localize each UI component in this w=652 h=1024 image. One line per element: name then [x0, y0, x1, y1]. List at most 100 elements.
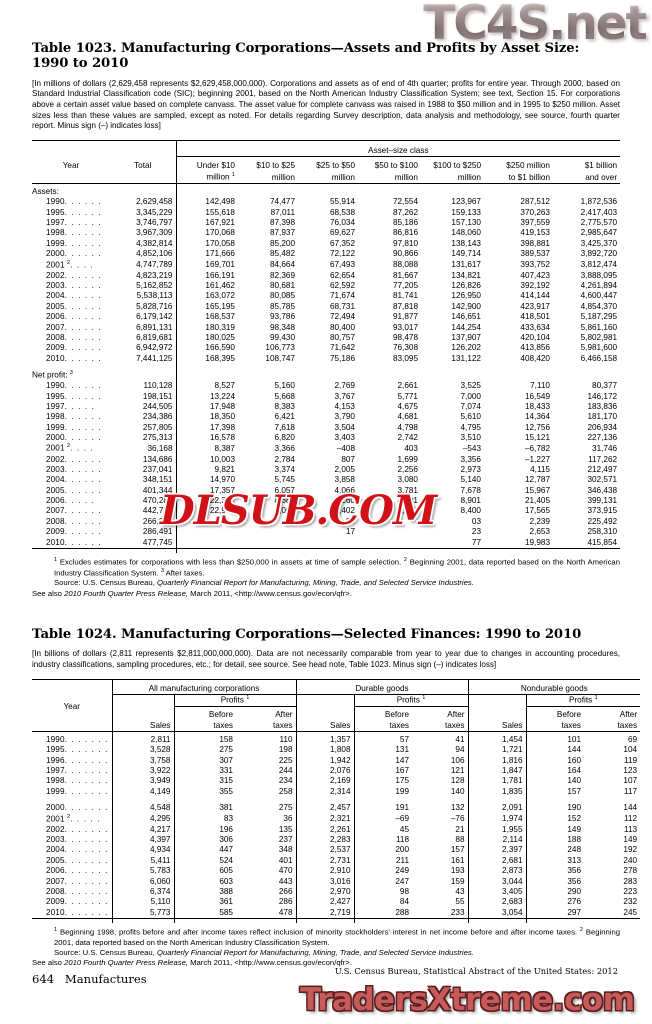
table-row: 1995. . . . . . 198,151 13,224 5,668 3,767 5,…	[32, 391, 620, 402]
header-before-taxes-sub-1: taxes	[353, 720, 413, 732]
footnote-marker: 1	[422, 695, 426, 702]
leader-dots: . . . . . .	[64, 485, 102, 495]
cell: 249	[353, 866, 413, 877]
table-header-row: million 1 million million million million to …	[32, 171, 621, 184]
cell: 85,482	[269, 249, 295, 259]
table-row: 2002. . . . . . 4,823,219 166,191 82,369 62,…	[32, 270, 620, 282]
cell: 21	[455, 824, 465, 834]
cell: 36	[283, 814, 293, 824]
header-col-2: $25 to $50	[316, 161, 355, 171]
cell: 5,162,852	[136, 281, 173, 291]
cell: 17,948	[175, 401, 238, 413]
leader-dots: . . . . . . .	[64, 803, 109, 813]
cell: 2,427	[295, 897, 355, 908]
header-profits-0: Profits 1	[173, 694, 297, 708]
cell	[298, 538, 358, 549]
cell: 4,153	[334, 401, 356, 411]
cell: 245	[623, 907, 638, 917]
header-col-0-sub: million 1	[175, 171, 238, 184]
table-row: 2007. . . . . . . 6,060 603 443 3,016 247 159 3…	[32, 876, 640, 887]
row-year: 1999. . . . . . .	[46, 786, 109, 796]
header-after-taxes-2: After	[619, 710, 638, 720]
table-row: 2007. . . . . . 442,734 22,930 9,006 4,402 6,…	[32, 506, 620, 517]
footnote-text: Beginning 2001, data reported based on t…	[54, 927, 621, 947]
cell: 76,308	[392, 343, 418, 353]
cell: 307	[173, 755, 236, 767]
cell: 131,122	[451, 353, 481, 363]
cell: 2,629,458	[136, 197, 173, 207]
cell: 126,202	[451, 343, 481, 353]
cell: 71,674	[329, 291, 355, 301]
cell: 7,000	[460, 391, 482, 401]
footer-source-line: U.S. Census Bureau, Statistical Abstract…	[334, 966, 618, 976]
table-row: 2009. . . . . . . 5,110 361 286 2,427 84 55 2,6…	[32, 897, 640, 908]
cell: 6,942,972	[136, 343, 173, 353]
row-year: 1999. . . . . .	[46, 238, 102, 248]
header-sales-0: Sales	[111, 720, 174, 732]
row-year: 2010. . . . . .	[46, 353, 102, 363]
table-1023-see-also: See also 2010 Fourth Quarter Press Relea…	[32, 589, 620, 599]
cell: 157	[450, 845, 465, 855]
cell: 2,742	[397, 433, 419, 443]
cell: 97,810	[392, 238, 418, 248]
leader-dots: . . . . . .	[64, 301, 102, 311]
table-row: 2003. . . . . . 5,162,852 161,462 80,681 62,…	[32, 281, 620, 292]
cell: 401,344	[142, 485, 173, 495]
leader-dots: . . . . . .	[64, 454, 102, 464]
cell: 170,058	[175, 238, 238, 250]
cell: 5,610	[460, 412, 482, 422]
cell: 244	[278, 766, 293, 776]
cell: 43	[455, 886, 465, 896]
cell: 12,787	[524, 475, 550, 485]
cell: 110,128	[143, 381, 173, 391]
cell: 17,565	[524, 506, 550, 516]
cell: 4,261,894	[580, 281, 618, 291]
cell: 2,769	[334, 381, 356, 391]
cell	[238, 527, 298, 537]
cell: 72,494	[329, 312, 355, 322]
cell: 2,681	[467, 855, 527, 867]
table-row: 2001 2. . . . 4,747,789 169,701 84,664 67,49…	[32, 259, 620, 271]
cell: 57	[353, 734, 413, 746]
row-year: 2005. . . . . . .	[46, 855, 109, 865]
cell: 237,041	[142, 464, 173, 474]
cell: 413,856	[520, 343, 550, 353]
cell: 121	[450, 766, 465, 776]
cell: 199	[353, 786, 413, 798]
cell: 3,746,797	[136, 218, 173, 228]
cell: 68,538	[329, 207, 355, 217]
leader-dots: . . . . . .	[64, 218, 102, 228]
cell: 21,405	[524, 496, 550, 506]
cell: 8,400	[460, 506, 482, 516]
cell: 248	[525, 845, 585, 856]
cell: 117	[624, 786, 638, 796]
leader-dots: . . . . . .	[64, 281, 102, 291]
cell: 585	[173, 907, 236, 919]
cell: 3,374	[274, 464, 296, 474]
table-header-row: Year Total Under $10 $10 to $25 $25 to $50 $5…	[32, 156, 620, 172]
table-1024: All manufacturing corporations Durable go…	[32, 678, 641, 924]
row-year: 2009. . . . . .	[46, 343, 102, 353]
cell: 227,136	[587, 433, 618, 443]
cell: 4,798	[397, 422, 419, 432]
cell: 98,478	[392, 332, 418, 342]
footnote-marker: 1	[54, 556, 58, 563]
footnote-text: Excludes estimates for corporations with…	[59, 557, 402, 567]
row-year: 2010. . . . . .	[46, 537, 102, 547]
cell: 2,091	[467, 803, 527, 814]
table-row: 2006. . . . . 470,282 22,301 8,685 5,260 4,60…	[32, 496, 620, 507]
table-row: 2009. . . . . . 6,942,972 166,590 106,773 71…	[32, 343, 620, 354]
table-header-row: Sales taxes taxes Sales taxes taxes Sales taxes…	[32, 720, 641, 732]
footnote-marker: 2	[67, 813, 71, 820]
cell: 5,140	[460, 475, 482, 485]
leader-dots: . . . . . . .	[64, 866, 109, 876]
cell: 3,356	[460, 454, 482, 464]
cell: 180,025	[175, 332, 238, 344]
cell: 84,664	[269, 260, 295, 270]
cell: 233	[450, 907, 465, 917]
cell: 1,781	[467, 776, 527, 787]
cell: 283	[623, 876, 638, 886]
header-after-taxes-1: After	[447, 710, 465, 720]
table-row: 2003. . . . . . 237,041 9,821 3,374 2,005 2,2…	[32, 464, 620, 476]
leader-dots: . . . . . .	[64, 381, 102, 391]
